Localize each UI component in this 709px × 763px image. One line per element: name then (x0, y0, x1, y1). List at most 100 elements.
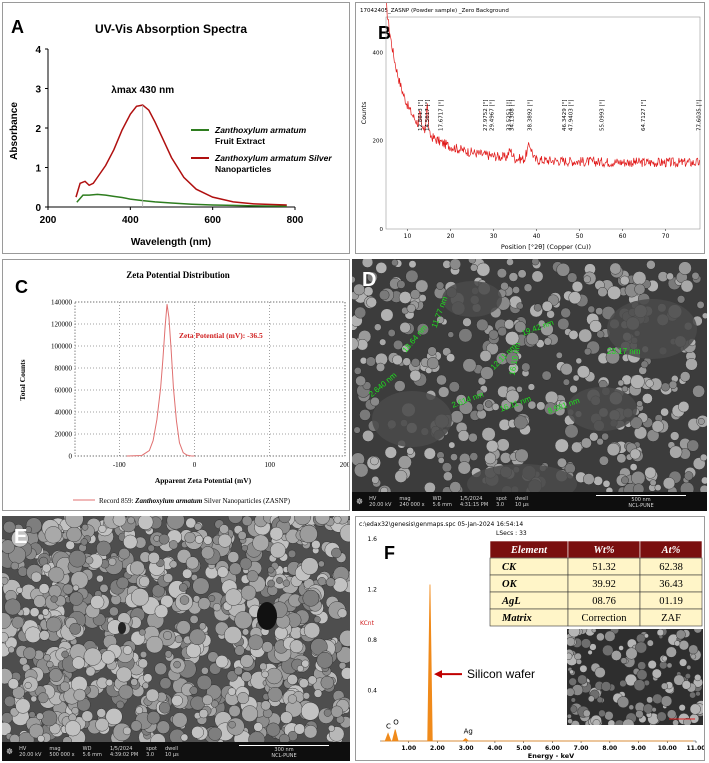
series-line-0 (76, 193, 287, 207)
sem-particle (645, 379, 654, 388)
peak-label: 55.0993 [°] (599, 99, 605, 131)
sem-particle (189, 686, 198, 695)
panel-letter-d: D (362, 269, 377, 291)
sem-particle (646, 639, 654, 647)
sem-particle (68, 550, 87, 568)
peak-label: C (386, 722, 391, 730)
sem-particle (617, 379, 625, 387)
plot-frame (74, 301, 346, 457)
sem-particle (193, 595, 201, 603)
panel-a: A UV-Vis Absorption Spectra 200 400 600 800 0 1… (2, 2, 350, 254)
sem-particle (12, 686, 25, 699)
sem-dark-pore (257, 602, 277, 630)
sem-particle (2, 539, 15, 554)
sem-particle (701, 476, 707, 485)
sem-particle (391, 259, 399, 267)
sem-particle (246, 570, 259, 583)
x-tick-label: 200 (340, 461, 350, 469)
sem-particle (500, 399, 512, 410)
sem-particle (185, 556, 199, 570)
zeta-distribution-line (126, 304, 195, 457)
sem-particle (178, 583, 188, 592)
sem-particle (567, 718, 573, 724)
peak-label: 29.4967 [°] (489, 99, 495, 131)
sem-particle (299, 524, 318, 544)
sem-particle (40, 709, 58, 727)
sem-particle (99, 583, 109, 593)
sem-particle (560, 363, 573, 376)
sem-particle (118, 684, 134, 700)
sem-particle (156, 720, 171, 734)
sem-particle (674, 640, 681, 647)
sem-particle (301, 702, 320, 721)
sem-particle (436, 374, 447, 386)
sem-particle (677, 295, 686, 304)
sem-particle (261, 670, 269, 678)
peak-label: O (393, 719, 399, 727)
x-tick-label: 5.00 (516, 745, 531, 752)
sem-particle (96, 708, 107, 718)
sem-particle (267, 686, 283, 702)
sem-particle (73, 688, 86, 702)
sem-particle (234, 666, 243, 676)
y-tick-label: 0 (35, 203, 41, 214)
sem-particle (505, 351, 519, 365)
sem-particle (554, 438, 569, 453)
sem-particle (571, 281, 584, 293)
sem-particle (572, 374, 580, 382)
sem-particle (116, 576, 129, 590)
sem-particle (174, 635, 183, 644)
sem-particle (678, 640, 690, 651)
sem-particle (69, 622, 82, 635)
sem-particle (354, 367, 362, 375)
y-tick-label: 20000 (55, 431, 73, 439)
sem-particle (643, 703, 654, 714)
x-tick-label: 70 (662, 233, 670, 240)
sem-particle (241, 671, 252, 682)
sem-particle (129, 560, 145, 576)
sem-particle (339, 629, 350, 647)
y-axis-label: KCnt (360, 620, 375, 627)
sem-particle (688, 644, 699, 655)
sem-particle (375, 262, 388, 274)
sem-particle (353, 462, 369, 478)
sem-particle (689, 691, 696, 699)
sem-particle (574, 652, 582, 661)
y-tick-label: 80000 (55, 365, 73, 373)
table-cell-text: AgL (501, 596, 521, 607)
sem-particle (531, 259, 540, 266)
sem-particle (537, 319, 546, 328)
y-tick-label: 40000 (55, 409, 73, 417)
sem-particle (448, 381, 460, 393)
scale-bar-e: 300 nm NCL-PUNE (224, 744, 344, 759)
panel-e: E ☸ HV 20.00 kV mag 500 000 x WD 5.6 mm 1/5… (2, 516, 350, 761)
sem-particle (622, 718, 635, 725)
sem-particle (287, 549, 297, 559)
sem-particle (248, 731, 266, 742)
sem-particle (179, 595, 190, 605)
sem-particle (307, 675, 317, 685)
sem-particle (96, 574, 104, 583)
sem-particle (462, 317, 472, 327)
sem-particle (601, 432, 609, 441)
sem-particle (506, 259, 514, 266)
sem-particle (247, 634, 264, 651)
sem-particle (71, 656, 85, 670)
sem-particle (668, 380, 678, 389)
sem-particle (680, 279, 694, 293)
sem-particle (449, 259, 461, 270)
sem-particle (576, 365, 590, 379)
sem-particle (567, 652, 573, 660)
sem-particle (302, 589, 320, 607)
sem-particle (241, 705, 258, 722)
sem-particle (401, 344, 410, 353)
sem-particle (514, 321, 527, 333)
sem-particle (630, 374, 645, 389)
sem-particle (16, 586, 23, 594)
sem-particle (620, 657, 628, 665)
sem-particle (609, 262, 622, 275)
sem-particle (146, 636, 164, 654)
sem-particle (636, 400, 643, 407)
sem-particle (607, 719, 616, 725)
y-tick-label: 120000 (51, 321, 73, 329)
